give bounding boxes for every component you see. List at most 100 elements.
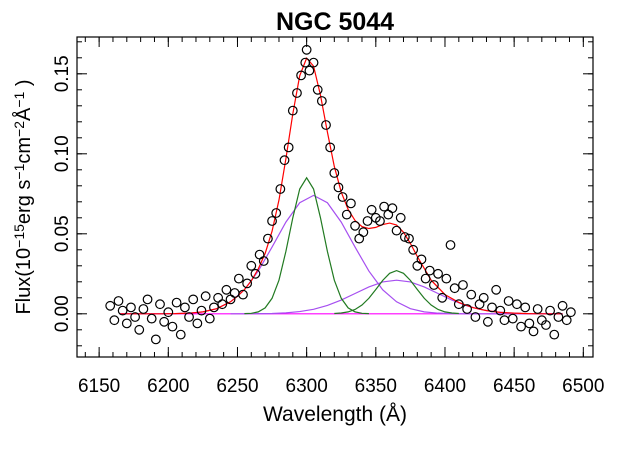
data-point <box>350 220 360 231</box>
data-point <box>263 233 273 244</box>
data-point <box>134 324 145 335</box>
y-axis-label-part: cm <box>13 137 35 164</box>
data-point <box>126 302 136 313</box>
data-point <box>516 321 526 332</box>
data-point <box>541 320 551 330</box>
data-point <box>487 302 497 313</box>
data-point <box>545 305 556 316</box>
data-point <box>171 297 182 308</box>
data-point <box>458 280 468 290</box>
data-point <box>159 316 170 327</box>
data-point <box>117 305 128 316</box>
data-point <box>362 216 373 226</box>
y-axis-label-part: ) <box>13 79 35 91</box>
data-point <box>142 294 153 305</box>
data-point <box>175 329 186 340</box>
data-point <box>279 155 290 166</box>
x-tick-label: 6250 <box>216 376 258 397</box>
data-point <box>462 304 473 314</box>
data-point <box>121 318 132 329</box>
data-point <box>346 198 356 209</box>
data-point <box>429 280 439 290</box>
data-point <box>233 273 244 284</box>
data-point <box>200 291 211 302</box>
data-point <box>283 142 294 153</box>
data-point <box>341 209 352 220</box>
data-point <box>358 227 369 238</box>
data-point <box>495 305 506 316</box>
data-point <box>316 96 327 106</box>
plot-frame <box>76 36 594 358</box>
data-point <box>482 316 493 327</box>
y-axis-label-superscript: −1 <box>11 163 27 179</box>
data-point <box>416 254 427 265</box>
x-tick-label: 6350 <box>355 376 397 397</box>
data-point <box>333 182 344 193</box>
data-point <box>329 168 340 178</box>
data-point <box>433 268 443 279</box>
data-point <box>167 321 178 332</box>
data-point <box>163 307 174 318</box>
data-point <box>424 265 435 276</box>
data-point <box>499 315 510 326</box>
data-point <box>321 120 331 130</box>
data-point <box>449 283 460 294</box>
data-point <box>553 312 564 322</box>
data-point <box>267 216 277 226</box>
x-tick-label: 6450 <box>493 376 535 397</box>
data-point <box>188 294 199 305</box>
y-axis-label-part: Flux(10 <box>13 248 35 315</box>
x-tick-label: 6400 <box>424 376 466 397</box>
data-point <box>520 302 531 313</box>
data-point <box>412 260 423 271</box>
data-point <box>466 289 477 300</box>
y-axis-label-superscript: −1 <box>11 91 27 107</box>
chart-title: NGC 5044 <box>276 8 394 36</box>
data-point <box>238 289 248 300</box>
x-tick-label: 6200 <box>147 376 189 397</box>
data-point <box>399 232 410 242</box>
data-point <box>507 313 518 324</box>
data-point <box>512 299 522 310</box>
data-point <box>366 204 377 215</box>
data-point <box>296 70 307 81</box>
data-point <box>109 315 120 326</box>
fit-curve <box>230 279 563 315</box>
data-point <box>287 105 298 116</box>
data-point <box>209 302 219 313</box>
data-point <box>308 57 319 68</box>
data-point <box>441 273 452 284</box>
data-point <box>221 284 232 295</box>
data-point <box>549 329 560 340</box>
y-axis-label-superscript: −2 <box>11 121 27 137</box>
fit-curve <box>119 194 563 315</box>
y-tick-label: 0.05 <box>52 215 73 252</box>
data-point <box>184 312 194 322</box>
data-point <box>246 260 257 271</box>
y-axis-label-part: erg s <box>13 180 35 224</box>
fit-curve <box>244 176 369 315</box>
data-point <box>420 273 431 284</box>
data-point <box>312 84 323 95</box>
data-point <box>258 256 269 266</box>
data-point <box>196 305 207 316</box>
data-point <box>453 299 464 310</box>
data-point <box>325 142 336 153</box>
data-point <box>528 326 539 337</box>
data-point <box>105 300 116 311</box>
data-point <box>437 292 448 303</box>
data-point <box>445 240 456 250</box>
data-point <box>565 307 576 318</box>
data-point <box>204 313 215 324</box>
data-point <box>254 249 265 260</box>
y-tick-label: 0.15 <box>52 55 73 92</box>
data-point <box>387 203 398 214</box>
x-tick-label: 6300 <box>286 376 328 397</box>
data-point <box>503 296 514 306</box>
data-point <box>478 292 489 303</box>
data-point <box>229 288 240 298</box>
y-axis-label-superscript: −15 <box>11 224 27 248</box>
data-point <box>130 312 141 322</box>
